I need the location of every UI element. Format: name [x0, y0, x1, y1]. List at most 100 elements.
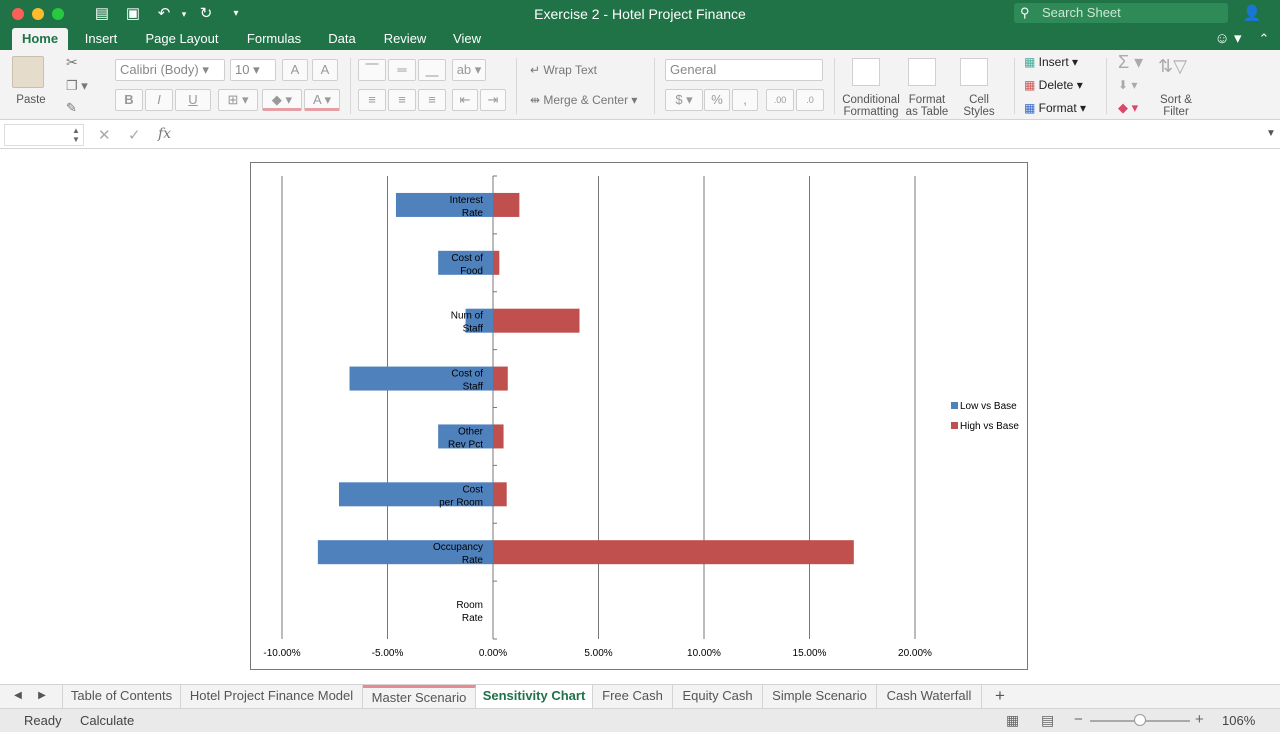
- accounting-format-button[interactable]: $ ▾: [665, 89, 703, 111]
- cut-icon[interactable]: ✂: [66, 54, 78, 70]
- wrap-text-button[interactable]: ↵ Wrap Text: [530, 63, 597, 77]
- name-box-stepper-icon[interactable]: ▲ ▼: [72, 126, 80, 144]
- align-top-button[interactable]: ⎺: [358, 59, 386, 81]
- x-tick-label: -10.00%: [263, 648, 300, 659]
- tab-data[interactable]: Data: [328, 31, 356, 46]
- delete-cells-button[interactable]: ▦ Delete ▾: [1024, 78, 1083, 92]
- format-painter-icon[interactable]: ✎: [66, 100, 77, 115]
- minimize-window-button[interactable]: [32, 8, 44, 20]
- bold-button[interactable]: B: [115, 89, 143, 111]
- align-left-button[interactable]: ≡: [358, 89, 386, 111]
- undo-dropdown-icon[interactable]: ▾: [181, 9, 187, 19]
- customize-toolbar-icon[interactable]: ▾: [233, 8, 239, 19]
- insert-cells-button[interactable]: ▦ Insert ▾: [1024, 55, 1079, 69]
- tab-page-layout[interactable]: Page Layout: [145, 31, 219, 46]
- number-format-select[interactable]: General: [665, 59, 823, 81]
- format-as-table-button[interactable]: Format as Table: [902, 94, 952, 118]
- sheet-tab-equity-cash[interactable]: Equity Cash: [673, 685, 763, 709]
- insert-function-button[interactable]: fx: [158, 126, 172, 142]
- paste-icon[interactable]: [12, 56, 44, 88]
- align-bottom-button[interactable]: ⎽: [418, 59, 446, 81]
- decrease-indent-button[interactable]: ⇤: [452, 89, 478, 111]
- align-right-button[interactable]: ≡: [418, 89, 446, 111]
- sheet-area[interactable]: -10.00% -5.00% 0.00% 5.00% 10.00% 15.00% 20.00…: [0, 150, 1280, 684]
- sheet-tab-cash-waterfall[interactable]: Cash Waterfall: [877, 685, 982, 709]
- redo-icon[interactable]: ↻: [199, 5, 213, 22]
- formula-input[interactable]: [182, 124, 1262, 146]
- confirm-entry-icon[interactable]: ✓: [128, 127, 141, 144]
- zoom-in-icon[interactable]: +: [1195, 711, 1204, 728]
- merge-center-button[interactable]: ⇹ Merge & Center ▾: [530, 93, 638, 107]
- italic-button[interactable]: I: [145, 89, 173, 111]
- cell-styles-icon[interactable]: [960, 58, 988, 86]
- close-window-button[interactable]: [12, 8, 24, 20]
- feedback-smiley-icon[interactable]: ☺ ▾: [1214, 30, 1242, 47]
- tab-home[interactable]: Home: [12, 28, 68, 50]
- increase-decimal-button[interactable]: .00: [766, 89, 794, 111]
- sort-filter-button[interactable]: Sort & Filter: [1152, 94, 1200, 118]
- prev-sheet-icon[interactable]: ◀: [14, 690, 22, 701]
- delete-cells-icon: ▦: [1024, 78, 1039, 92]
- search-sheet-input[interactable]: ⚲ Search Sheet: [1014, 3, 1228, 23]
- sidebar-toggle-icon[interactable]: ▤: [94, 5, 110, 22]
- tab-insert[interactable]: Insert: [84, 31, 118, 46]
- zoom-window-button[interactable]: [52, 8, 64, 20]
- zoom-slider-handle[interactable]: [1134, 714, 1146, 726]
- zoom-level[interactable]: 106%: [1222, 713, 1256, 728]
- autosum-icon[interactable]: Σ ▾: [1118, 52, 1144, 72]
- format-cells-button[interactable]: ▦ Format ▾: [1024, 101, 1087, 115]
- sheet-tab-free-cash[interactable]: Free Cash: [593, 685, 673, 709]
- sheet-tab-sensitivity-chart[interactable]: Sensitivity Chart: [476, 685, 593, 709]
- increase-indent-button[interactable]: ⇥: [480, 89, 506, 111]
- conditional-formatting-button[interactable]: Conditional Formatting: [838, 94, 904, 118]
- collapse-ribbon-icon[interactable]: ⌃: [1258, 31, 1270, 46]
- expand-formula-bar-icon[interactable]: ▼: [1266, 128, 1276, 139]
- page-layout-view-icon[interactable]: ▤: [1041, 712, 1055, 728]
- tab-view[interactable]: View: [453, 31, 481, 46]
- tab-formulas[interactable]: Formulas: [246, 31, 302, 46]
- sensitivity-chart[interactable]: -10.00% -5.00% 0.00% 5.00% 10.00% 15.00% 20.00…: [250, 162, 1028, 670]
- add-sheet-button[interactable]: +: [995, 686, 1005, 705]
- share-user-icon[interactable]: 👤: [1242, 5, 1262, 22]
- name-box[interactable]: [4, 124, 84, 146]
- borders-button[interactable]: ⊞ ▾: [218, 89, 258, 111]
- underline-button[interactable]: U: [175, 89, 211, 111]
- font-name-select[interactable]: Calibri (Body) ▾: [115, 59, 225, 81]
- sheet-tab-hotel-project-finance-model[interactable]: Hotel Project Finance Model: [181, 685, 363, 709]
- tab-review[interactable]: Review: [383, 31, 427, 46]
- font-size-select[interactable]: 10 ▾: [230, 59, 276, 81]
- orientation-button[interactable]: ab ▾: [452, 59, 486, 81]
- status-calculate-button[interactable]: Calculate: [80, 713, 135, 728]
- font-name-value: Calibri (Body): [120, 62, 199, 77]
- align-center-button[interactable]: ≡: [388, 89, 416, 111]
- align-middle-button[interactable]: ═: [388, 59, 416, 81]
- decrease-font-size-button[interactable]: A: [312, 59, 338, 81]
- comma-style-button[interactable]: ,: [732, 89, 758, 111]
- sheet-tab-master-scenario[interactable]: Master Scenario: [363, 685, 476, 709]
- zoom-out-icon[interactable]: −: [1074, 711, 1083, 728]
- sheet-tab-simple-scenario[interactable]: Simple Scenario: [763, 685, 877, 709]
- percent-style-button[interactable]: %: [704, 89, 730, 111]
- decrease-decimal-button[interactable]: .0: [796, 89, 824, 111]
- sheet-tab-table-of-contents[interactable]: Table of Contents: [62, 685, 181, 709]
- format-as-table-icon[interactable]: [908, 58, 936, 86]
- font-color-button[interactable]: A ▾: [304, 89, 340, 111]
- sort-filter-icon[interactable]: ⇅▽: [1158, 56, 1187, 76]
- bar: [349, 366, 493, 391]
- normal-view-icon[interactable]: ▦: [1006, 712, 1020, 728]
- copy-icon[interactable]: ❐ ▾: [66, 78, 88, 93]
- cell-styles-button[interactable]: Cell Styles: [956, 94, 1002, 118]
- fill-icon[interactable]: ⬇ ▾: [1118, 78, 1138, 92]
- next-sheet-icon[interactable]: ▶: [38, 690, 46, 701]
- bar: [438, 250, 493, 275]
- paste-button[interactable]: Paste: [16, 94, 46, 106]
- save-icon[interactable]: ▣: [125, 5, 141, 22]
- fill-color-button[interactable]: ◆ ▾: [262, 89, 302, 111]
- clear-icon[interactable]: ◆ ▾: [1118, 100, 1139, 115]
- cancel-entry-icon[interactable]: ✕: [98, 127, 111, 144]
- document-title: Exercise 2 - Hotel Project Finance: [534, 6, 746, 22]
- increase-font-size-button[interactable]: A: [282, 59, 308, 81]
- undo-icon[interactable]: ↶: [157, 5, 171, 22]
- conditional-formatting-icon[interactable]: [852, 58, 880, 86]
- legend-label: Low vs Base: [960, 401, 1017, 412]
